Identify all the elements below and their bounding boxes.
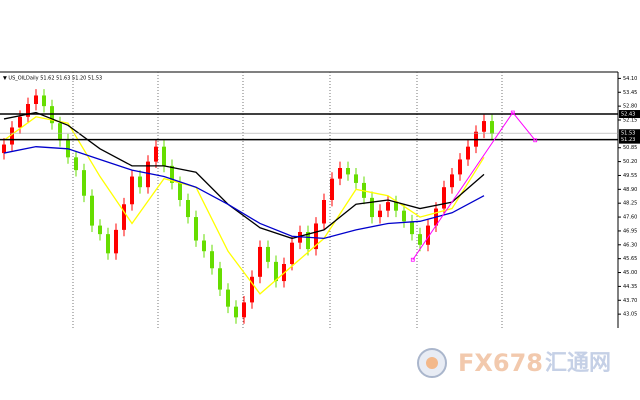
- watermark-cn: 汇通网: [545, 351, 611, 376]
- candle-body: [322, 200, 326, 224]
- moving-average: [3, 146, 485, 240]
- level-label: 52.43: [621, 112, 635, 118]
- candle-body: [442, 187, 446, 209]
- candle-body: [18, 116, 22, 128]
- chart-title: ▼ US_OILDaily 51.62 51.63 51.20 51.53: [3, 76, 102, 82]
- candle-body: [450, 174, 454, 188]
- trendline: [412, 111, 536, 261]
- y-tick-label: 48.90: [623, 187, 637, 193]
- candle-body: [2, 144, 6, 154]
- candle-body: [410, 221, 414, 235]
- candle-body: [370, 197, 374, 218]
- candle-body: [162, 146, 166, 166]
- candle-body: [58, 123, 62, 141]
- candle-body: [314, 223, 318, 250]
- level-label-box: [619, 110, 640, 119]
- candle-body: [34, 95, 38, 104]
- candle-body: [426, 225, 430, 245]
- candle-body: [482, 121, 486, 132]
- candle-body: [146, 161, 150, 188]
- candle-body: [74, 157, 78, 171]
- candle-body: [306, 232, 310, 250]
- candle-body: [122, 204, 126, 230]
- candle-body: [138, 176, 142, 188]
- candle-body: [354, 174, 358, 183]
- candle-body: [178, 182, 182, 200]
- candle-body: [186, 200, 190, 218]
- candle-body: [114, 229, 118, 254]
- candle-body: [234, 306, 238, 318]
- y-tick-label: 46.95: [623, 228, 637, 234]
- candle-body: [378, 210, 382, 218]
- candle-body: [266, 246, 270, 262]
- y-tick-label: 46.30: [623, 242, 637, 248]
- candle-body: [402, 210, 406, 222]
- candle-body: [242, 302, 246, 318]
- y-tick-label: 52.80: [623, 104, 637, 110]
- current-price-label: 51.53: [621, 131, 635, 137]
- y-tick-label: 53.45: [623, 90, 637, 96]
- candle-body: [26, 104, 30, 117]
- candle-body: [90, 195, 94, 226]
- y-tick-label: 47.60: [623, 215, 637, 221]
- watermark: FX678 汇通网: [417, 348, 611, 378]
- level-label-box: [619, 135, 640, 144]
- candle-body: [226, 289, 230, 307]
- candle-body: [194, 217, 198, 241]
- y-tick-label: 43.05: [623, 312, 637, 318]
- candle-body: [42, 95, 46, 107]
- trendline-handle: [410, 257, 415, 262]
- y-tick-label: 44.35: [623, 284, 637, 290]
- candle-body: [170, 165, 174, 183]
- y-tick-label: 48.25: [623, 201, 637, 207]
- candle-body: [218, 268, 222, 290]
- candle-body: [258, 246, 262, 277]
- watermark-brand: FX678: [458, 349, 543, 377]
- candle-body: [394, 202, 398, 211]
- candle-body: [10, 127, 14, 145]
- y-tick-label: 54.10: [623, 76, 637, 82]
- y-tick-label: 52.15: [623, 118, 637, 124]
- y-tick-label: 45.65: [623, 256, 637, 262]
- candle-body: [250, 276, 254, 303]
- candle-body: [82, 170, 86, 196]
- trendline-handle: [510, 110, 515, 115]
- candle-body: [202, 240, 206, 252]
- current-price-box: [619, 129, 640, 138]
- candle-body: [154, 146, 158, 162]
- candle-body: [210, 251, 214, 269]
- candle-body: [386, 202, 390, 211]
- candle-body: [290, 242, 294, 264]
- candle-body: [338, 168, 342, 179]
- y-tick-label: 43.70: [623, 298, 637, 304]
- candle-body: [466, 146, 470, 160]
- level-label: 51.23: [621, 137, 635, 143]
- candle-body: [106, 234, 110, 254]
- moving-average: [3, 111, 485, 240]
- candle-body: [458, 159, 462, 175]
- candle-body: [130, 176, 134, 205]
- candle-body: [274, 261, 278, 282]
- watermark-logo-dot: [426, 357, 438, 369]
- candle-body: [490, 121, 494, 134]
- y-tick-label: 45.00: [623, 270, 637, 276]
- trendline-handle: [533, 138, 538, 143]
- candle-body: [346, 168, 350, 175]
- candle-body: [330, 178, 334, 200]
- y-tick-label: 49.55: [623, 173, 637, 179]
- y-tick-label: 50.85: [623, 145, 637, 151]
- candle-body: [98, 225, 102, 235]
- moving-average: [3, 116, 485, 295]
- candle-body: [418, 234, 422, 245]
- y-tick-label: 50.20: [623, 159, 637, 165]
